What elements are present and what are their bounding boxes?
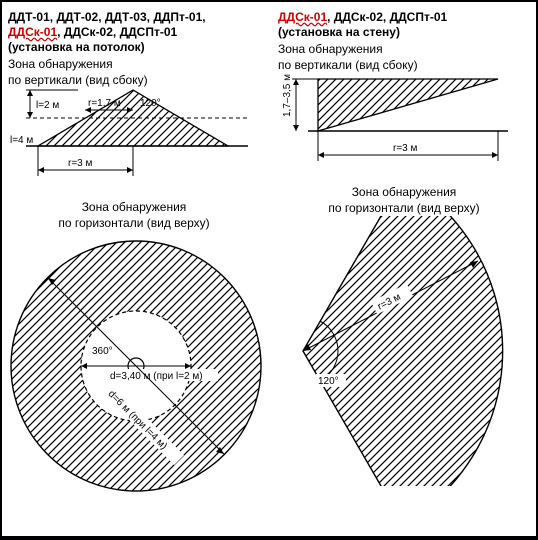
label-d-small: d=3,40 м (при l=2 м) bbox=[110, 371, 203, 382]
label-angle120: 120° bbox=[140, 98, 161, 109]
right-section-vert: Зона обнаружения по вертикали (вид сбоку… bbox=[278, 42, 530, 73]
title-part: , ДДСк-02, ДДСПт-01 bbox=[57, 25, 177, 39]
arrowhead-icon bbox=[318, 152, 324, 158]
right-title: ДДСк-01, ДДСк-02, ДДСПт-01 (установка на… bbox=[278, 10, 530, 40]
arrowhead-icon bbox=[27, 90, 33, 96]
page: ДДТ-01, ДДТ-02, ДДТ-03, ДДПт-01, ДДСк-01… bbox=[2, 2, 536, 536]
left-section-horiz: Зона обнаружения по горизонтали (вид вер… bbox=[8, 200, 260, 231]
right-side-view-diagram: 1,7–3,5 м r=3 м bbox=[278, 73, 518, 181]
columns: ДДТ-01, ДДТ-02, ДДТ-03, ДДПт-01, ДДСк-01… bbox=[8, 10, 530, 501]
title-part-red: ДДСк-01 bbox=[278, 10, 327, 24]
right-column: ДДСк-01, ДДСк-02, ДДСПт-01 (установка на… bbox=[278, 10, 530, 501]
label-r17: r=1,7 м bbox=[88, 98, 121, 109]
label-l4: l=4 м bbox=[10, 135, 33, 146]
label-r3: r=3 м bbox=[393, 143, 418, 154]
label-r3: r=3 м bbox=[68, 158, 93, 169]
arrowhead-icon bbox=[293, 79, 299, 85]
arrowhead-icon bbox=[27, 112, 33, 118]
arrowhead-icon bbox=[492, 152, 498, 158]
right-top-view-diagram: 120° r=3 м bbox=[278, 216, 518, 486]
detection-wedge bbox=[318, 79, 498, 131]
title-part: ДДТ-01, ДДТ-02, ДДТ-03, ДДПт-01, bbox=[8, 10, 206, 24]
arrowhead-icon bbox=[38, 167, 44, 173]
label-h-range: 1,7–3,5 м bbox=[282, 74, 293, 117]
right-section-horiz: Зона обнаружения по горизонтали (вид вер… bbox=[278, 185, 530, 216]
title-part-red: ДДСк-01 bbox=[8, 25, 57, 39]
arrowhead-icon bbox=[127, 167, 133, 173]
label-angle120: 120° bbox=[318, 376, 339, 387]
label-l2: l=2 м bbox=[36, 100, 59, 111]
detection-sector bbox=[303, 216, 503, 486]
left-column: ДДТ-01, ДДТ-02, ДДТ-03, ДДПт-01, ДДСк-01… bbox=[8, 10, 260, 501]
left-top-view-diagram: 360° d=3,40 м (при l=2 м) d=6 м (при l=4… bbox=[8, 231, 268, 501]
arrowhead-icon bbox=[293, 125, 299, 131]
label-360: 360° bbox=[92, 346, 113, 357]
left-section-vert: Зона обнаружения по вертикали (вид сбоку… bbox=[8, 57, 260, 88]
left-title: ДДТ-01, ДДТ-02, ДДТ-03, ДДПт-01, ДДСк-01… bbox=[8, 10, 260, 55]
right-mount: (установка на стену) bbox=[278, 25, 400, 39]
left-mount: (установка на потолок) bbox=[8, 40, 145, 54]
title-part: , ДДСк-02, ДДСПт-01 bbox=[327, 10, 447, 24]
left-side-view-diagram: l=2 м l=4 м r=1,7 м 120° r=3 м bbox=[8, 88, 258, 196]
